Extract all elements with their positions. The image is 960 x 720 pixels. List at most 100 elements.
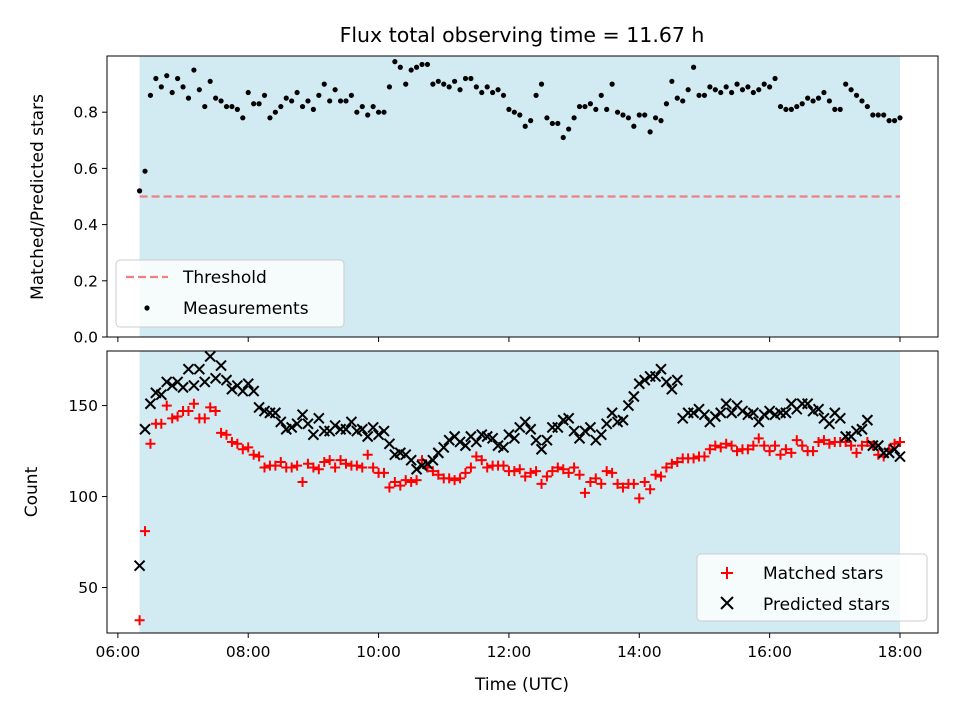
- predicted-star-point: [427, 454, 439, 466]
- predicted-star-point: [220, 374, 233, 386]
- predicted-star-point: [177, 381, 189, 394]
- measurement-point: [517, 112, 523, 118]
- matched-star-point: [362, 449, 373, 460]
- predicted-star-point: [188, 379, 200, 392]
- measurement-point: [370, 103, 376, 110]
- y-tick-label: 0.8: [73, 104, 98, 122]
- predicted-star-point: [552, 421, 564, 434]
- predicted-star-point: [666, 383, 678, 395]
- predicted-star-point: [720, 398, 732, 410]
- measurement-point: [321, 81, 327, 87]
- matched-star-point: [406, 476, 417, 487]
- measurement-point: [658, 118, 664, 124]
- chart-title: Flux total observing time = 11.67 h: [340, 23, 705, 47]
- predicted-star-point: [660, 376, 673, 388]
- predicted-star-point: [155, 388, 168, 401]
- matched-star-point: [552, 462, 563, 473]
- measurement-point: [750, 89, 756, 96]
- matched-star-point: [140, 526, 151, 537]
- measurement-point: [843, 81, 849, 87]
- predicted-star-point: [383, 438, 396, 450]
- matched-star-point: [286, 462, 297, 473]
- measurement-point: [734, 81, 740, 87]
- measurement-point: [555, 120, 561, 127]
- measurement-point: [484, 84, 490, 90]
- x-tick-label: 06:00: [96, 643, 141, 661]
- measurement-point: [457, 87, 463, 93]
- measurement-point: [251, 101, 257, 107]
- measurement-point: [175, 75, 181, 82]
- predicted-star-point: [503, 428, 515, 441]
- measurement-point: [707, 84, 713, 90]
- measurement-point: [261, 92, 268, 98]
- matched-star-point: [797, 440, 808, 451]
- measurement-point: [528, 118, 534, 124]
- measurement-point: [609, 81, 615, 87]
- bottom-legend-box: [696, 553, 928, 622]
- matched-star-point: [205, 402, 216, 413]
- measurement-point: [337, 98, 344, 104]
- measurement-point: [690, 64, 697, 70]
- predicted-star-point: [144, 398, 157, 410]
- matched-star-point: [601, 466, 612, 477]
- predicted-star-point: [215, 359, 227, 372]
- matched-star-point: [780, 444, 791, 455]
- measurement-point: [500, 92, 507, 98]
- predicted-star-point: [687, 407, 700, 419]
- matched-star-point: [395, 480, 406, 491]
- y-tick-label: 0.6: [73, 160, 98, 178]
- matched-star-point: [634, 493, 645, 504]
- matched-star-point: [721, 438, 732, 449]
- measurement-point: [381, 109, 387, 115]
- matched-star-point: [590, 473, 601, 484]
- predicted-star-point: [888, 443, 901, 455]
- measurement-point: [164, 73, 170, 79]
- measurement-point: [685, 87, 691, 93]
- matched-star-point: [753, 433, 764, 444]
- measurement-point: [571, 115, 577, 121]
- matched-legend-swatch: [721, 567, 733, 579]
- predicted-star-point: [421, 458, 434, 470]
- measurement-point: [185, 95, 192, 101]
- matched-star-point: [818, 435, 829, 446]
- measurement-point: [756, 87, 762, 93]
- measurement-point: [848, 87, 854, 93]
- measurement-point: [202, 103, 208, 110]
- measurement-point: [680, 98, 686, 104]
- x-tick-label: 14:00: [617, 643, 662, 661]
- measurement-point: [310, 106, 316, 112]
- predicted-star-point: [568, 425, 580, 437]
- x-tick-label: 12:00: [487, 643, 532, 661]
- matched-star-point: [384, 482, 395, 493]
- measurement-point: [723, 84, 729, 90]
- predicted-star-point: [133, 559, 146, 572]
- measurement-point: [712, 87, 718, 93]
- matched-star-point: [889, 438, 900, 449]
- matched-star-point: [335, 455, 346, 466]
- matched-star-point: [715, 442, 726, 453]
- predicted-star-point: [182, 363, 195, 375]
- matched-star-point: [379, 467, 389, 478]
- matched-star-point: [579, 487, 590, 498]
- predicted-star-point: [622, 399, 635, 412]
- measurement-point: [805, 95, 811, 101]
- measurement-point: [180, 84, 186, 90]
- measurement-point: [153, 75, 159, 82]
- predicted-star-point: [595, 428, 607, 441]
- x-tick-label: 18:00: [878, 643, 923, 661]
- predicted-star-point: [329, 419, 341, 432]
- measurement-point: [506, 106, 512, 112]
- measurement-point: [881, 112, 887, 118]
- predicted-star-point: [209, 372, 222, 384]
- measurement-point: [316, 92, 322, 98]
- measurement-point: [864, 103, 870, 110]
- predicted-star-point: [361, 430, 374, 443]
- bottom-axes-frame: [106, 350, 939, 634]
- predicted-star-point: [497, 441, 510, 454]
- measurement-point: [473, 84, 479, 90]
- measurement-point: [810, 98, 816, 104]
- matched-star-point: [210, 406, 221, 417]
- matched-star-point: [775, 449, 786, 460]
- measurement-point: [278, 103, 284, 110]
- measurement-point: [783, 106, 789, 112]
